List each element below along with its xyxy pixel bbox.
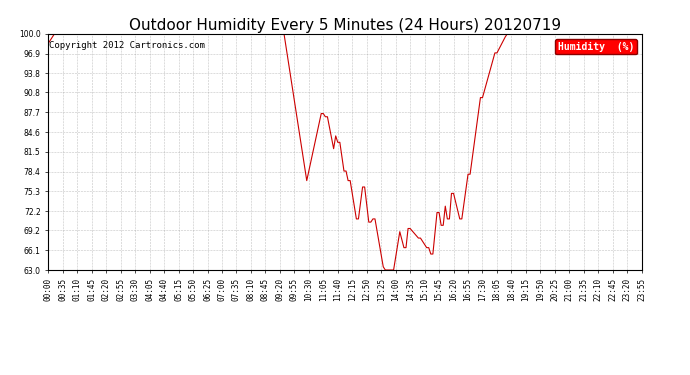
Legend: Humidity  (%): Humidity (%) — [555, 39, 637, 54]
Text: Copyright 2012 Cartronics.com: Copyright 2012 Cartronics.com — [50, 41, 206, 50]
Title: Outdoor Humidity Every 5 Minutes (24 Hours) 20120719: Outdoor Humidity Every 5 Minutes (24 Hou… — [129, 18, 561, 33]
